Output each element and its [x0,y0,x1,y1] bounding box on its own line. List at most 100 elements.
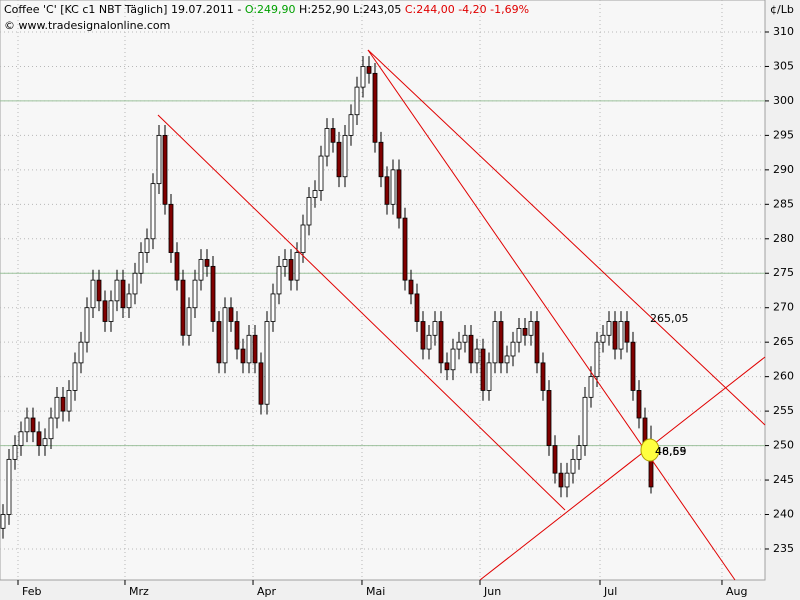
header-part: C:244,00 -4,20 -1,69% [405,3,529,16]
candle-body [450,348,456,371]
candle-body [492,321,498,364]
candle-body [438,321,444,364]
candle-body [114,279,120,302]
candle-body [252,334,258,364]
header-part: O:249,90 [245,3,296,16]
candle-body [426,334,432,350]
candle-body [462,334,468,343]
candle-body [330,128,336,143]
candle-body [54,396,60,419]
candle-body [522,327,528,336]
annotation: 46,65 [655,445,687,458]
candle-body [588,376,594,398]
trendline [367,49,766,426]
y-tick-label: 260 [773,370,794,383]
candle-body [372,72,378,143]
y-tick-label: 280 [773,232,794,245]
x-tick-label: Mrz [129,585,149,598]
candle-body [342,134,348,178]
y-tick-label: 255 [773,404,794,417]
header-part: H:252,90 L:243,05 [296,3,405,16]
candle-body [12,445,18,460]
candle-body [246,334,252,364]
candle-body [180,279,186,336]
trendline [479,356,766,581]
x-tick-label: Apr [257,585,277,598]
candle-body [354,86,360,116]
candle-body [108,300,114,322]
candle-body [360,66,366,88]
y-tick-label: 265 [773,335,794,348]
candle-body [636,390,642,419]
cursor-marker [640,438,660,462]
y-tick-label: 245 [773,473,794,486]
candle-body [546,390,552,446]
candle-body [456,341,462,350]
trendline [367,49,736,581]
candle-body [60,396,66,412]
candle-body [402,217,408,281]
candle-body [216,321,222,364]
header-part: Coffee 'C' [KC c1 NBT Täglich] 19.07.201… [4,3,245,16]
candle-body [510,341,516,357]
candle-body [0,514,6,529]
candle-body [318,155,324,191]
plot-area [0,0,766,581]
candle-body [336,141,342,178]
y-tick-label: 295 [773,128,794,141]
candle-body [600,334,606,343]
candle-body [162,134,168,205]
candle-body [432,321,438,336]
candle-body [168,203,174,253]
candle-body [384,176,390,205]
candle-body [366,66,372,74]
candle-body [324,128,330,157]
candle-body [378,141,384,178]
candle-body [102,300,108,322]
candle-body [204,259,210,267]
candle-body [174,252,180,281]
x-tick-label: Jul [603,585,617,598]
candle-body [264,321,270,405]
candle-body [486,362,492,391]
candle-body [504,355,510,364]
candle-body [294,252,300,281]
candle-body [444,362,450,371]
annotation: 48,59 [655,445,687,458]
candle-body [480,348,486,391]
candle-body [132,272,138,295]
candle-body [96,279,102,302]
candle-body [390,169,396,205]
candle-body [126,293,132,309]
candle-body [576,445,582,460]
candle-body [90,279,96,309]
candle-body [540,362,546,391]
annotation: 265,05 [650,312,689,325]
candle-body [570,458,576,474]
candle-body [138,252,144,274]
candle-body [66,390,72,412]
candle-body [468,334,474,364]
candle-body [156,134,162,185]
candle-body [24,417,30,433]
candle-body [624,321,630,343]
candle-body [48,417,54,440]
y-tick-label: 270 [773,301,794,314]
candle-body [150,183,156,240]
candle-body [618,321,624,350]
copyright: © www.tradesignalonline.com [4,19,170,32]
candle-body [72,362,78,391]
candle-body [120,279,126,309]
candle-body [582,396,588,446]
y-tick-label: 235 [773,542,794,555]
x-tick-label: Feb [22,585,41,598]
candle-body [18,431,24,446]
candle-body [258,362,264,405]
x-tick-label: Mai [366,585,385,598]
candle-body [630,341,636,391]
candle-body [396,169,402,219]
candle-body [558,472,564,488]
candle-body [42,438,48,446]
unit-label: ¢/Lb [770,3,794,16]
